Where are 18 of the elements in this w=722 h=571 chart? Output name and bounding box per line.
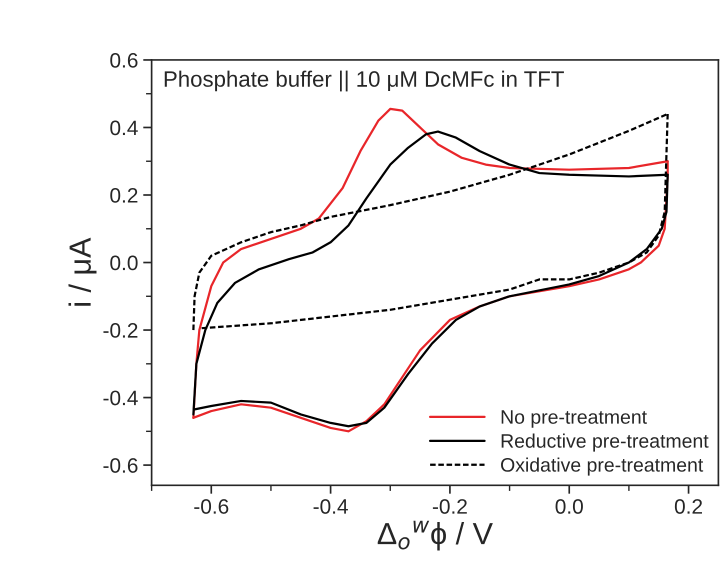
y-axis-title: i / μA [68, 238, 96, 306]
legend-label: Oxidative pre-treatment [501, 458, 704, 476]
legend-label: No pre-treatment [502, 410, 647, 428]
x-tick-label: 0.0 [556, 499, 583, 514]
x-tick-label: 0.2 [674, 499, 702, 514]
legend-label: Reductive pre-treatment [502, 434, 709, 452]
y-tick-label: 0.4 [110, 120, 138, 136]
x-tick-label: -0.2 [432, 499, 467, 514]
x-tick-label: -0.6 [194, 499, 228, 514]
y-tick-label: -0.2 [103, 323, 138, 338]
y-tick-label: 0.0 [110, 256, 138, 270]
x-tick-label: -0.4 [314, 499, 348, 514]
chart-title: Phosphate buffer || 10 μM DcMFc in TFT [164, 70, 564, 92]
y-tick-label: 0.6 [110, 52, 138, 68]
y-tick-label: -0.6 [103, 458, 138, 473]
y-tick-label: 0.2 [110, 188, 138, 203]
y-tick-label: -0.4 [103, 390, 138, 406]
x-axis-title: Δ$_{o}$$^{w}$ϕ / V [378, 520, 493, 550]
